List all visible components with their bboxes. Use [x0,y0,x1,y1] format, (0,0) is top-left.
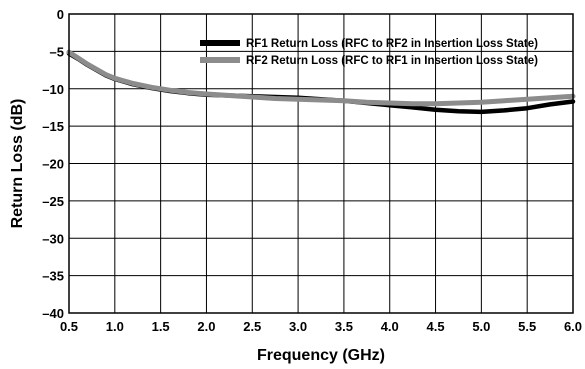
y-axis-title: Return Loss (dB) [9,99,26,229]
x-tick-label: 3.0 [289,319,307,334]
x-tick-labels: 0.5 1.0 1.5 2.0 2.5 3.0 3.5 4.0 4.5 5.0 5.5 6.0 [60,319,582,334]
y-tick-label: –20 [42,157,64,172]
x-tick-label: 6.0 [564,319,582,334]
x-tick-label: 5.5 [518,319,536,334]
y-tick-label: –25 [42,194,64,209]
x-tick-label: 4.5 [427,319,445,334]
y-tick-label: –30 [42,231,64,246]
y-tick-label: 0 [57,7,64,22]
legend-label-2: RF2 Return Loss (RFC to RF1 in Insertion… [246,55,538,67]
y-tick-labels: 0 –5 –10 –15 –20 –25 –30 –35 –40 [42,7,64,321]
y-tick-label: –10 [42,82,64,97]
x-tick-label: 2.5 [243,319,261,334]
x-tick-label: 1.5 [152,319,170,334]
x-tick-label: 4.0 [381,319,399,334]
y-tick-label: –15 [42,119,64,134]
legend-label-1: RF1 Return Loss (RFC to RF2 in Insertion… [246,38,538,50]
x-axis-title: Frequency (GHz) [257,347,385,364]
series-group [66,49,576,115]
legend: RF1 Return Loss (RFC to RF2 in Insertion… [200,38,538,67]
x-tick-label: 0.5 [60,319,78,334]
series-line-2 [66,49,576,107]
x-tick-label: 1.0 [106,319,124,334]
y-tick-label: –40 [42,306,64,321]
x-tick-label: 5.0 [472,319,490,334]
y-tick-label: –5 [50,44,64,59]
plot-frame [68,13,574,314]
x-tick-label: 3.5 [335,319,353,334]
x-tick-label: 2.0 [197,319,215,334]
y-tick-label: –35 [42,269,64,284]
